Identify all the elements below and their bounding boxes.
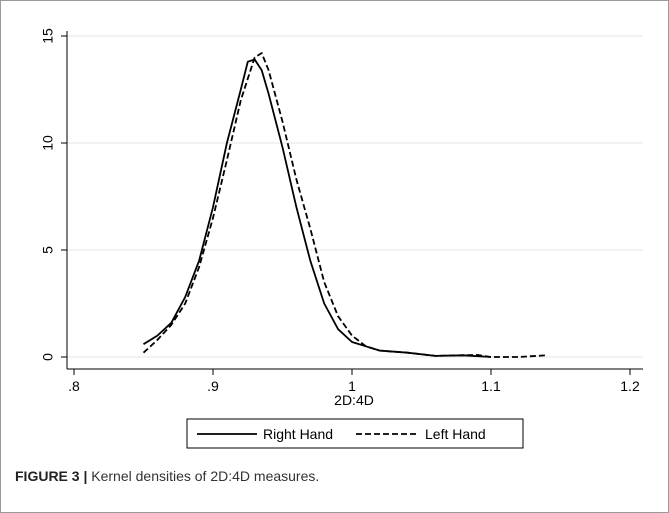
figure-caption: FIGURE 3 | Kernel densities of 2D:4D mea… bbox=[15, 468, 319, 484]
legend-label: Left Hand bbox=[425, 426, 486, 442]
legend: Right Hand Left Hand bbox=[186, 418, 524, 449]
y-tick-label: 10 bbox=[40, 135, 56, 151]
x-tick-label: 1.2 bbox=[620, 378, 640, 394]
axes bbox=[66, 31, 643, 370]
x-tick-label: 1 bbox=[348, 378, 356, 394]
series-lines bbox=[142, 52, 547, 358]
x-tick-label: .9 bbox=[207, 378, 219, 394]
figure-caption-text: Kernel densities of 2D:4D measures. bbox=[87, 468, 320, 484]
x-tick-label: 1.1 bbox=[481, 378, 501, 394]
grid-lines bbox=[67, 35, 643, 358]
kernel-density-chart: 0 5 10 15 .8 .9 1 1.1 1.2 2D:4D Right Hand Left … bbox=[40, 28, 643, 449]
y-tick-label: 0 bbox=[40, 353, 56, 361]
x-ticks: .8 .9 1 1.1 1.2 bbox=[68, 369, 640, 394]
series-line-right-hand bbox=[143, 58, 492, 358]
x-tick-label: .8 bbox=[68, 378, 80, 394]
y-tick-label: 15 bbox=[40, 28, 56, 44]
series-line-left-hand bbox=[142, 52, 547, 358]
x-axis-label: 2D:4D bbox=[334, 392, 374, 408]
legend-label: Right Hand bbox=[263, 426, 333, 442]
y-tick-label: 5 bbox=[40, 246, 56, 254]
figure-caption-label: FIGURE 3 | bbox=[15, 468, 88, 484]
y-ticks: 0 5 10 15 bbox=[40, 28, 67, 361]
